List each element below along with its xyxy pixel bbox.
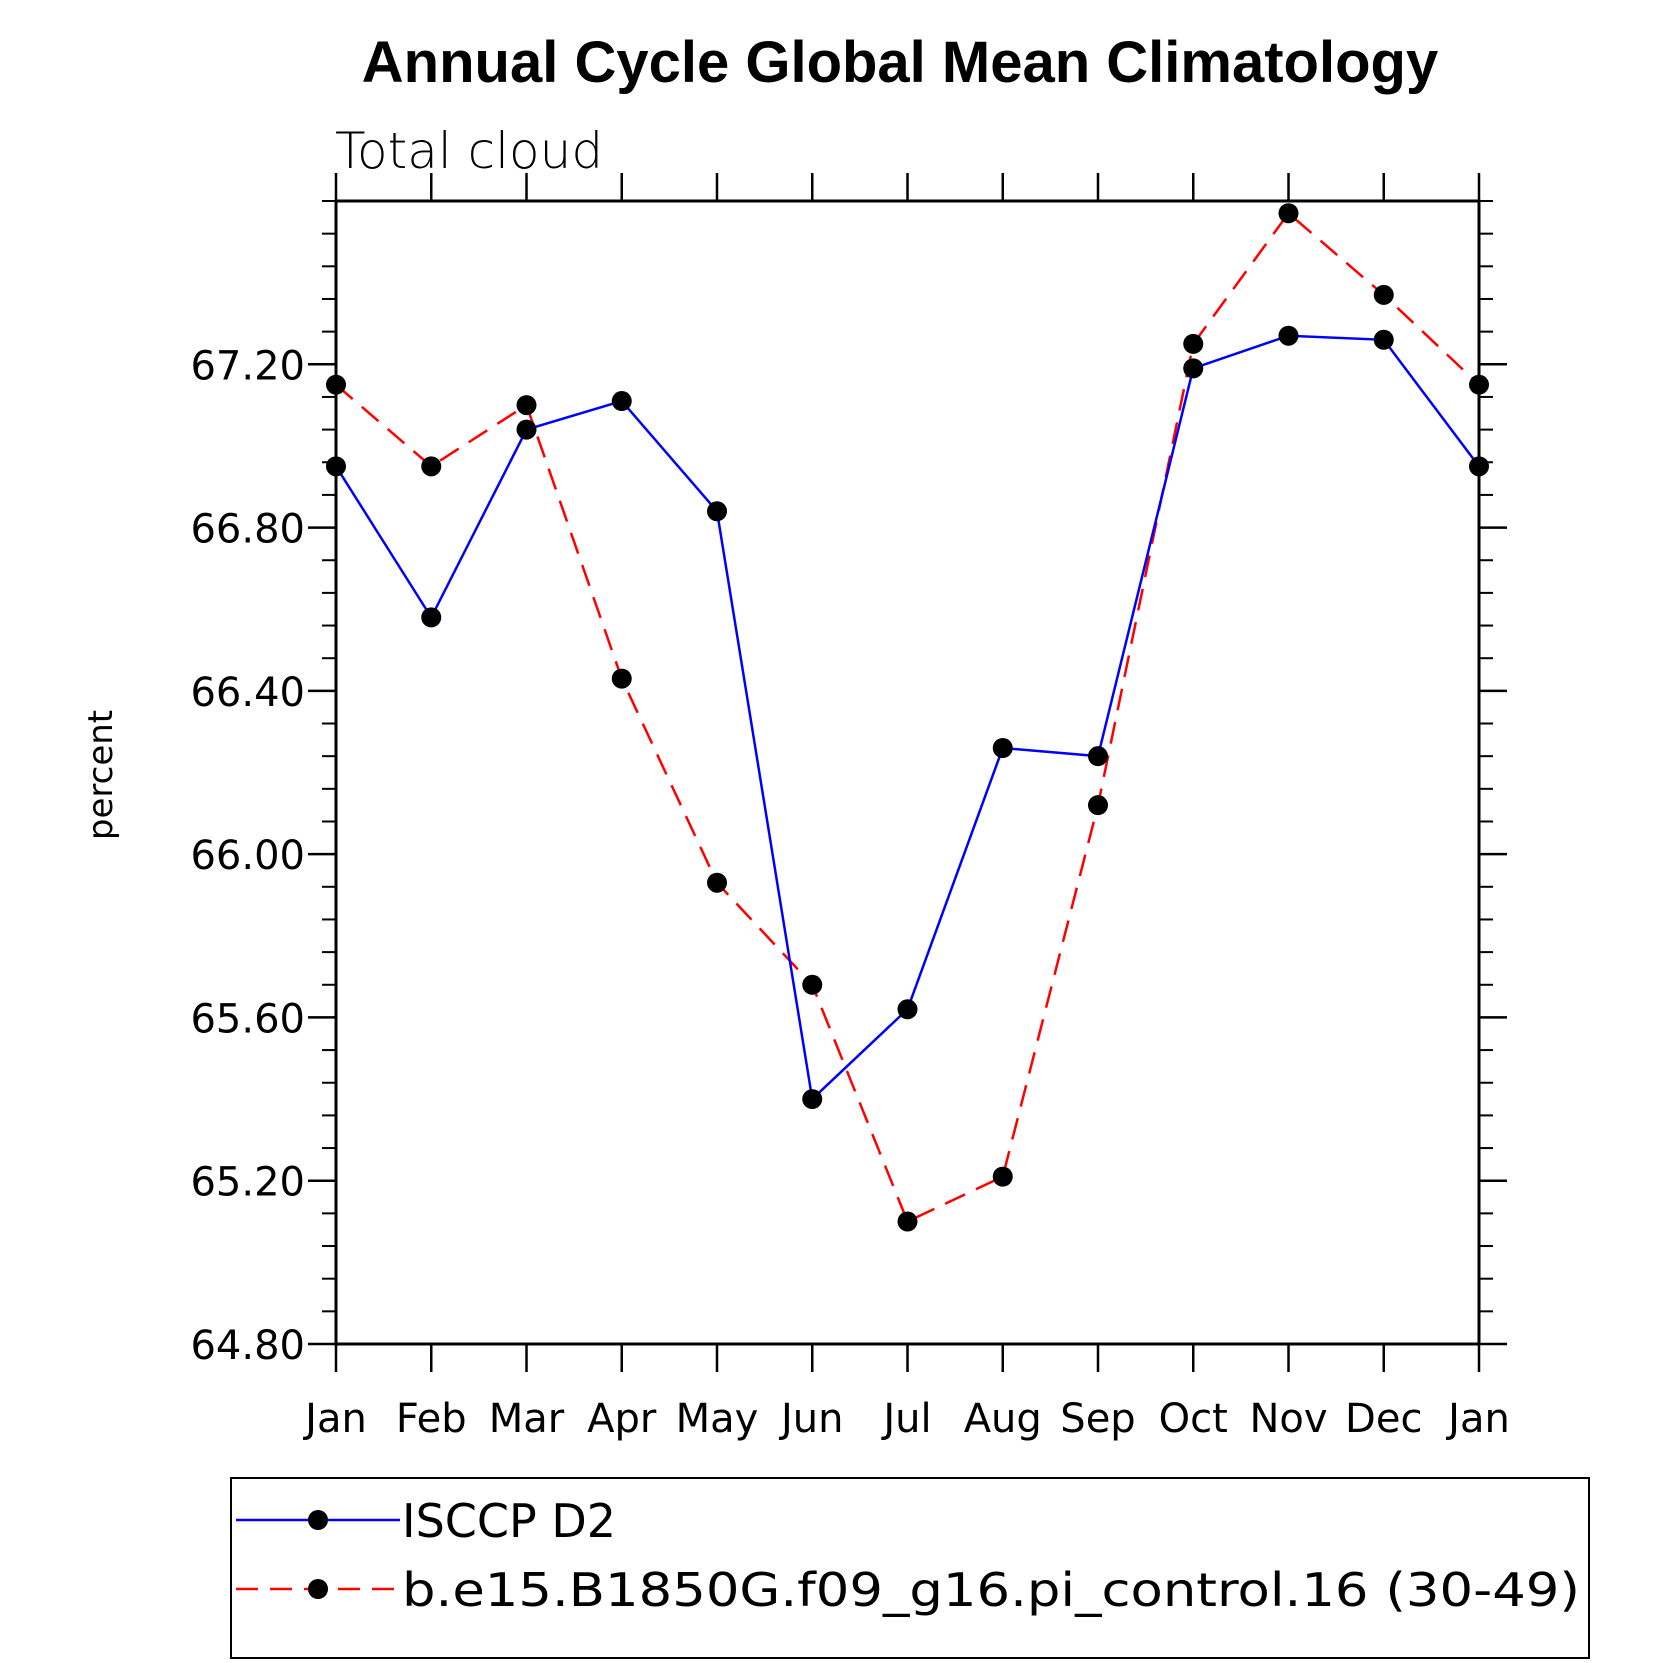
series-group bbox=[326, 203, 1489, 1232]
x-tick-label: Nov bbox=[1249, 1396, 1327, 1442]
series-line-0 bbox=[334, 334, 1480, 1102]
data-point-series-1 bbox=[1183, 333, 1204, 354]
x-tick-label: Jan bbox=[1445, 1396, 1510, 1442]
legend-label-model: b.e15.B1850G.f09_g16.pi_control.16 (30-4… bbox=[402, 1563, 1580, 1617]
legend-box bbox=[230, 1477, 1590, 1659]
x-tick-label: Jul bbox=[880, 1396, 931, 1442]
legend-label-isccp: ISCCP D2 bbox=[402, 1494, 616, 1548]
axes: Jan Feb Mar Apr May Jun Jul Aug Sep Oct Nov Dec Jan 6… bbox=[190, 173, 1510, 1442]
y-axis-label: percent bbox=[81, 710, 121, 840]
y-tick-label: 66.80 bbox=[190, 507, 305, 553]
chart-subtitle: Total cloud bbox=[335, 122, 603, 180]
y-tick-label: 66.40 bbox=[190, 670, 305, 716]
data-point-series-0 bbox=[516, 419, 537, 440]
data-point-series-0 bbox=[1183, 358, 1204, 379]
y-tick-label: 64.80 bbox=[190, 1323, 305, 1369]
x-tick-label: May bbox=[676, 1396, 759, 1442]
y-tick-label: 66.00 bbox=[190, 833, 305, 879]
data-point-series-1 bbox=[707, 872, 727, 893]
data-point-series-1 bbox=[516, 395, 537, 416]
x-tick-label: Jan bbox=[302, 1396, 367, 1442]
data-point-series-1 bbox=[1373, 284, 1394, 305]
data-point-series-1 bbox=[802, 974, 823, 995]
data-point-series-1 bbox=[992, 1166, 1013, 1187]
y-tick-label: 67.20 bbox=[190, 343, 305, 389]
x-tick-label: Dec bbox=[1345, 1396, 1422, 1442]
plot-frame bbox=[334, 199, 1481, 1346]
x-tick-label: Feb bbox=[396, 1396, 467, 1442]
y-tick-label: 65.60 bbox=[190, 996, 305, 1042]
data-point-series-0 bbox=[421, 607, 442, 628]
data-point-series-1 bbox=[1088, 795, 1108, 816]
data-point-series-0 bbox=[611, 391, 632, 412]
x-tick-label: Oct bbox=[1159, 1396, 1228, 1442]
x-tick-label: Apr bbox=[587, 1396, 657, 1442]
legend: ISCCP D2 b.e15.B1850G.f09_g16.pi_control… bbox=[230, 1477, 1590, 1659]
data-point-series-1 bbox=[611, 668, 632, 689]
data-point-series-1 bbox=[1278, 203, 1299, 224]
data-point-series-0 bbox=[707, 501, 727, 522]
x-tick-label: Sep bbox=[1060, 1396, 1135, 1442]
data-point-series-0 bbox=[992, 738, 1013, 759]
data-point-series-1 bbox=[421, 456, 442, 477]
x-tick-label: Jun bbox=[778, 1396, 844, 1442]
data-point-series-0 bbox=[802, 1089, 823, 1110]
data-point-series-0 bbox=[1278, 325, 1299, 346]
y-tick-label: 65.20 bbox=[190, 1160, 305, 1206]
legend-marker-isccp bbox=[308, 1510, 328, 1530]
data-point-series-1 bbox=[897, 1211, 918, 1232]
legend-marker-model bbox=[308, 1579, 328, 1599]
series-line-1 bbox=[335, 211, 1480, 1224]
chart-title: Annual Cycle Global Mean Climatology bbox=[362, 30, 1438, 95]
x-tick-label: Mar bbox=[489, 1396, 565, 1442]
data-point-series-0 bbox=[1088, 746, 1108, 767]
data-point-series-0 bbox=[897, 999, 918, 1020]
data-point-series-0 bbox=[1373, 329, 1394, 350]
x-tick-label: Aug bbox=[964, 1396, 1042, 1442]
